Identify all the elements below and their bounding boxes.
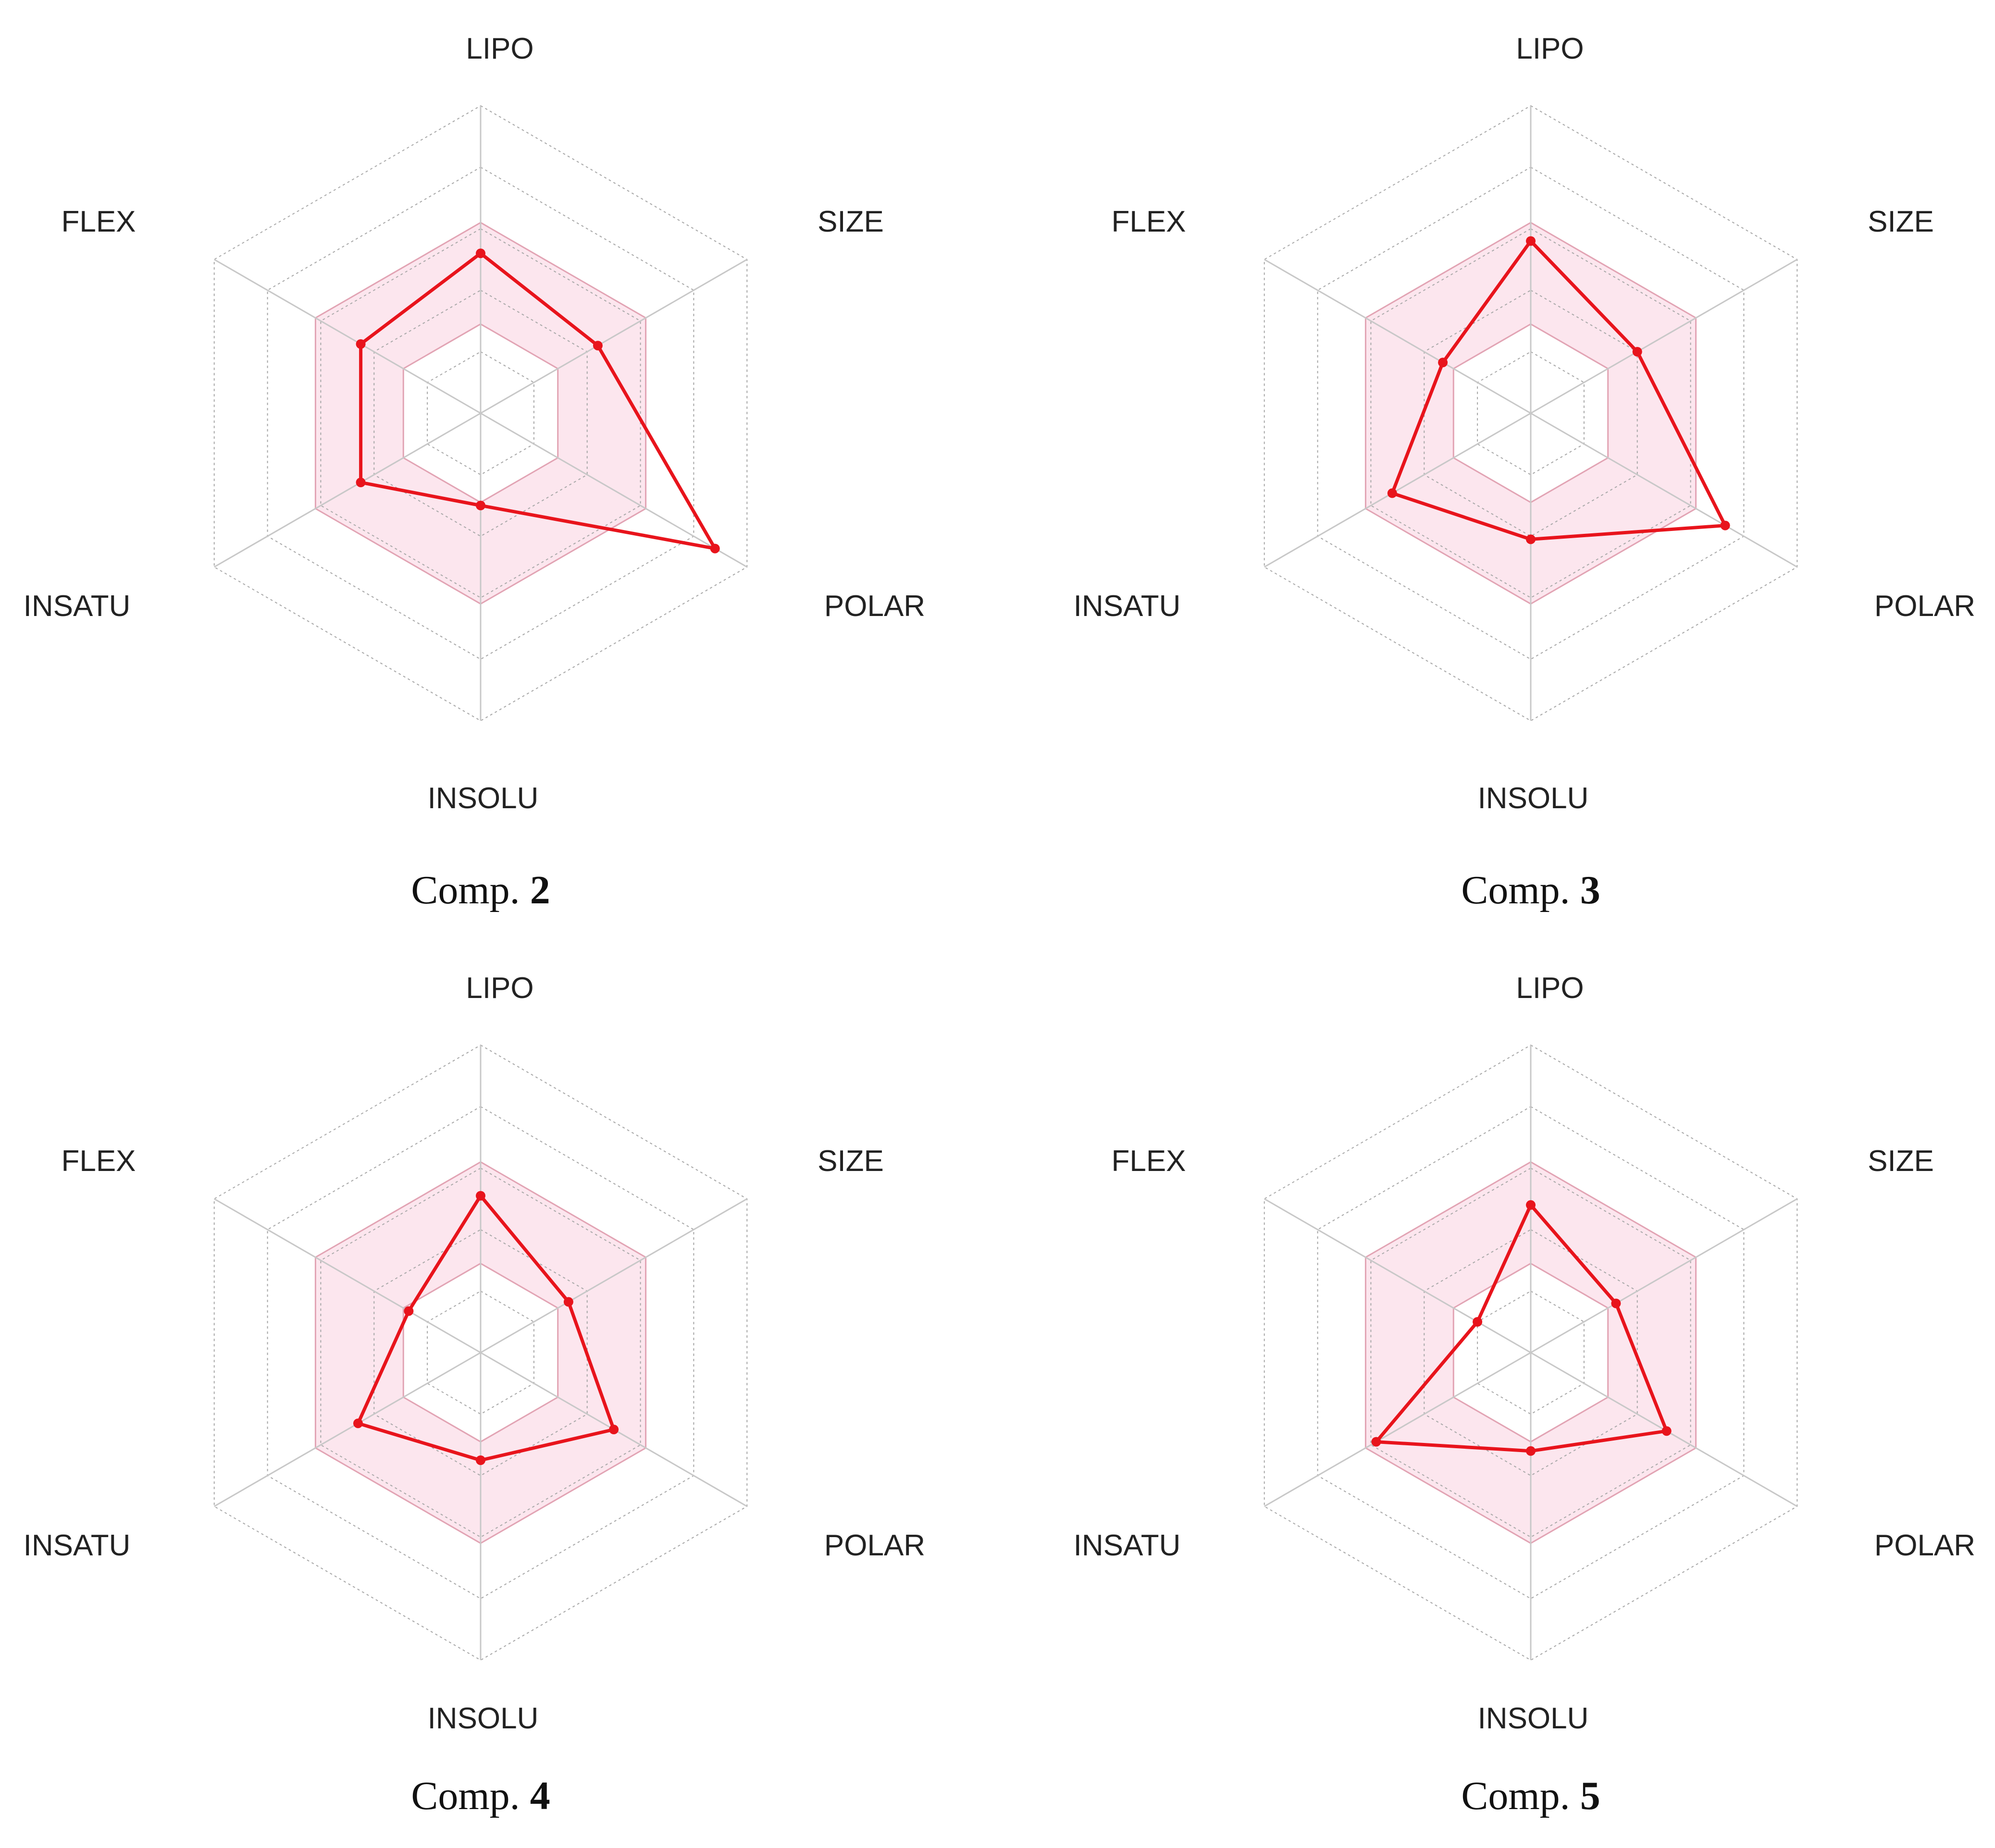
axis-label-lipo: LIPO (1516, 32, 1584, 65)
data-point-insolu (476, 501, 485, 510)
axis-label-polar: POLAR (824, 1529, 925, 1562)
axis-label-lipo: LIPO (466, 972, 533, 1005)
axis-label-flex: FLEX (1111, 1145, 1186, 1178)
axis-label-insolu: INSOLU (428, 782, 539, 815)
data-point-insatu (356, 478, 366, 487)
axis-spoke-flex (213, 259, 481, 414)
axis-spoke-size (480, 259, 748, 414)
data-point-flex (1438, 357, 1448, 368)
radar-chart-comp-5: LIPO SIZE POLAR INSOLU INSATU FLEX Comp. 5 (1074, 972, 1975, 1818)
caption-prefix: Comp. (1461, 868, 1580, 912)
caption-number: 5 (1580, 1774, 1600, 1818)
axis-label-insatu: INSATU (1074, 590, 1181, 623)
axis-label-insolu: INSOLU (428, 1702, 539, 1735)
axis-label-flex: FLEX (1111, 205, 1186, 238)
data-point-lipo (476, 248, 485, 259)
axis-label-insolu: INSOLU (1478, 1702, 1589, 1735)
radar-chart-comp-2: LIPO SIZE POLAR INSOLU INSATU FLEX Comp. 2 (24, 32, 925, 912)
axis-label-insatu: INSATU (1074, 1529, 1181, 1562)
axis-spoke-flex (213, 1198, 481, 1354)
axis-spoke-insatu (1264, 1352, 1531, 1507)
data-point-flex (356, 339, 366, 349)
caption-number: 3 (1580, 868, 1600, 912)
data-point-polar (609, 1425, 619, 1434)
data-point-insatu (1387, 488, 1397, 498)
axis-label-insolu: INSOLU (1478, 782, 1589, 815)
data-point-insolu (1526, 1446, 1536, 1456)
data-point-insatu (1371, 1437, 1381, 1447)
data-point-polar (1720, 520, 1730, 530)
axis-spoke-polar (480, 412, 748, 568)
chart-caption: Comp. 3 (1461, 868, 1600, 912)
caption-prefix: Comp. (1461, 1774, 1580, 1818)
data-point-flex (404, 1306, 414, 1316)
data-point-size (1632, 347, 1642, 357)
data-point-flex (1473, 1317, 1483, 1327)
axis-label-polar: POLAR (1874, 590, 1975, 623)
data-point-lipo (1526, 1200, 1536, 1210)
axis-label-polar: POLAR (1874, 1529, 1975, 1562)
caption-number: 2 (530, 868, 550, 912)
axis-label-size: SIZE (1868, 205, 1934, 238)
data-point-insatu (353, 1418, 363, 1429)
axis-label-flex: FLEX (61, 1145, 136, 1178)
chart-caption: Comp. 4 (411, 1774, 550, 1818)
axis-spoke-insatu (213, 412, 481, 568)
data-point-lipo (476, 1191, 485, 1201)
data-point-insolu (476, 1455, 485, 1465)
caption-prefix: Comp. (411, 868, 530, 912)
chart-caption: Comp. 2 (411, 868, 550, 912)
radar-chart-comp-3: LIPO SIZE POLAR INSOLU INSATU FLEX Comp. 3 (1074, 32, 1975, 912)
axis-spoke-insatu (213, 1352, 481, 1507)
axis-label-lipo: LIPO (466, 32, 533, 65)
data-point-polar (1661, 1426, 1672, 1436)
axis-spoke-insatu (1264, 412, 1531, 568)
axis-label-flex: FLEX (61, 205, 136, 238)
data-point-size (563, 1297, 573, 1307)
axis-spoke-size (1530, 1198, 1798, 1354)
axis-spoke-size (480, 1198, 748, 1354)
data-point-insolu (1526, 534, 1536, 544)
axis-label-insatu: INSATU (24, 590, 131, 623)
caption-prefix: Comp. (411, 1774, 530, 1818)
data-point-lipo (1526, 236, 1536, 246)
data-point-size (593, 341, 603, 351)
data-point-size (1611, 1298, 1621, 1308)
axis-spoke-size (1530, 259, 1798, 414)
radar-chart-comp-4: LIPO SIZE POLAR INSOLU INSATU FLEX Comp. 4 (24, 972, 925, 1818)
axis-label-size: SIZE (818, 205, 884, 238)
axis-spoke-flex (1264, 1198, 1531, 1354)
axis-spoke-polar (1530, 412, 1798, 568)
axis-spoke-flex (1264, 259, 1531, 414)
caption-number: 4 (530, 1774, 550, 1818)
chart-caption: Comp. 5 (1461, 1774, 1600, 1818)
data-point-polar (710, 543, 720, 554)
axis-label-size: SIZE (818, 1145, 884, 1178)
axis-label-lipo: LIPO (1516, 972, 1584, 1005)
axis-label-insatu: INSATU (24, 1529, 131, 1562)
axis-label-size: SIZE (1868, 1145, 1934, 1178)
axis-label-polar: POLAR (824, 590, 925, 623)
